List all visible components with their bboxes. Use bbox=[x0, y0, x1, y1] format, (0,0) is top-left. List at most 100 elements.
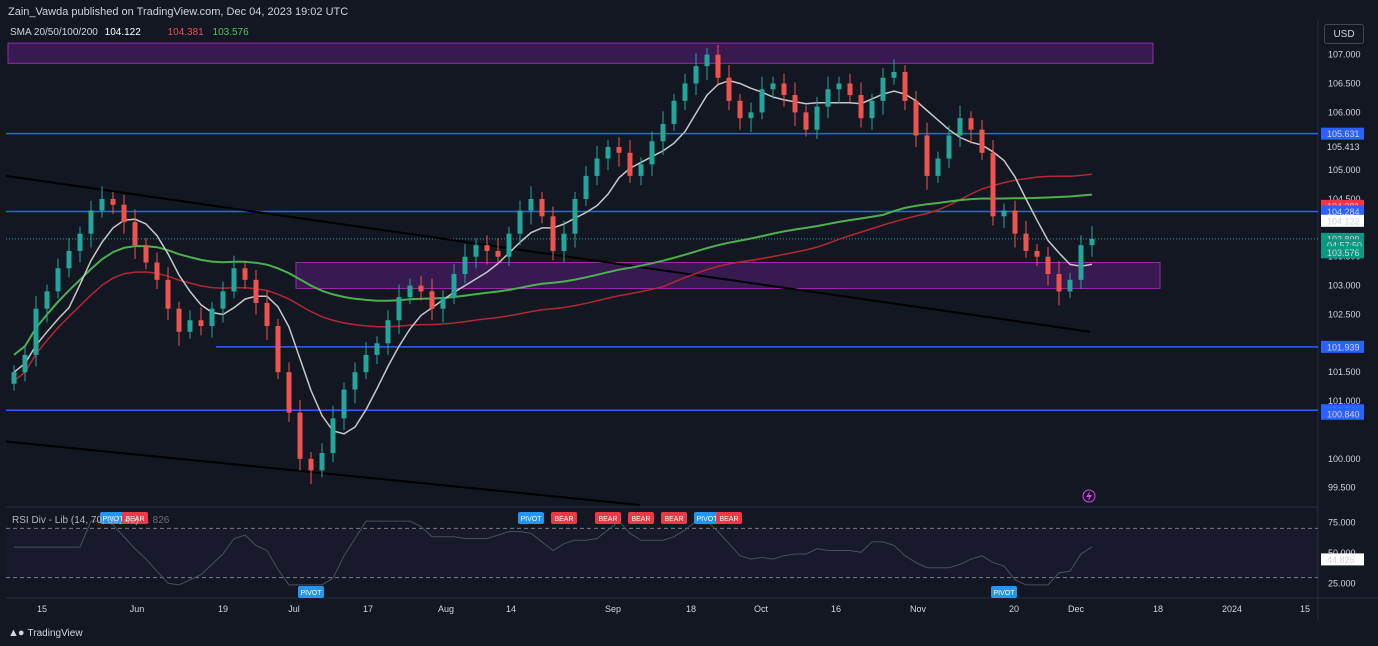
candle-body bbox=[770, 83, 776, 90]
candle-body bbox=[286, 372, 292, 413]
pivot-marker-bg bbox=[694, 512, 720, 524]
candle-body bbox=[847, 83, 853, 96]
price-axis-tick: 100.000 bbox=[1328, 454, 1361, 464]
candle-body bbox=[55, 268, 61, 292]
price-axis-tick: 106.500 bbox=[1328, 79, 1361, 89]
trendline-lower bbox=[5, 440, 641, 506]
price-axis-tick: 101.000 bbox=[1328, 396, 1361, 406]
candle-body bbox=[902, 71, 908, 101]
price-label: 105.413 bbox=[1327, 142, 1360, 152]
candle-body bbox=[880, 77, 886, 101]
tradingview-watermark[interactable]: ▲● TradingView bbox=[8, 627, 83, 639]
currency-button[interactable]: USD bbox=[1324, 24, 1364, 44]
price-axis-tick: 107.000 bbox=[1328, 50, 1361, 60]
bear-marker-label: BEAR bbox=[125, 516, 144, 523]
price-axis-tick: 99.500 bbox=[1328, 483, 1356, 493]
pivot-marker-label: PIVOT bbox=[300, 590, 322, 597]
time-axis-tick: 17 bbox=[363, 604, 373, 614]
time-axis-tick: 20 bbox=[1009, 604, 1019, 614]
candle-body bbox=[715, 54, 721, 78]
candle-body bbox=[275, 326, 281, 373]
price-label-bg bbox=[1321, 340, 1364, 353]
candle-body bbox=[374, 343, 380, 355]
candle-body bbox=[1034, 250, 1040, 257]
candle-body bbox=[264, 302, 270, 327]
pivot-marker-bg bbox=[518, 512, 544, 524]
price-axis-tick: 103.000 bbox=[1328, 281, 1361, 291]
candle-body bbox=[572, 198, 578, 234]
price-label: 103.576 bbox=[1327, 248, 1360, 258]
candle-body bbox=[1067, 279, 1073, 292]
price-label: 04:57:50 bbox=[1327, 241, 1362, 251]
candle-body bbox=[990, 152, 996, 217]
candle-body bbox=[242, 268, 248, 280]
tradingview-brand: TradingView bbox=[27, 627, 83, 639]
candle-body bbox=[616, 147, 622, 153]
pivot-marker-bg bbox=[991, 586, 1017, 598]
rsi-current-bg bbox=[1321, 553, 1364, 566]
candle-body bbox=[792, 95, 798, 113]
bear-marker-bg bbox=[122, 512, 148, 524]
bear-marker-label: BEAR bbox=[719, 516, 738, 523]
time-axis-tick: Nov bbox=[910, 604, 927, 614]
pivot-marker-label: PIVOT bbox=[993, 590, 1015, 597]
candle-body bbox=[385, 320, 391, 344]
trendline-upper bbox=[5, 174, 1091, 333]
sma-legend[interactable]: SMA 20/50/100/200 104.122 104.381 103.57… bbox=[10, 27, 249, 38]
time-axis-tick: Sep bbox=[605, 604, 621, 614]
candle-body bbox=[297, 412, 303, 459]
candle-body bbox=[726, 77, 732, 101]
candle-body bbox=[594, 158, 600, 176]
candle-body bbox=[407, 285, 413, 298]
bear-marker-bg bbox=[595, 512, 621, 524]
candle-body bbox=[11, 372, 17, 384]
rsi-current-value: 44.826 bbox=[1327, 555, 1355, 565]
price-label-bg bbox=[1321, 205, 1364, 218]
candle-body bbox=[484, 245, 490, 251]
alert-lightning-icon bbox=[1082, 489, 1096, 503]
candle-body bbox=[99, 198, 105, 211]
candle-body bbox=[165, 279, 171, 309]
sma100-line bbox=[13, 173, 1093, 382]
price-axis-tick: 101.500 bbox=[1328, 367, 1361, 377]
candle-body bbox=[319, 453, 325, 471]
candle-body bbox=[308, 458, 314, 471]
rsi-legend[interactable]: RSI Div - Lib (14, 70, 30, 40) ... 826 bbox=[12, 515, 169, 526]
pivot-marker-label: PIVOT bbox=[102, 516, 124, 523]
candle-body bbox=[198, 320, 204, 327]
time-axis-tick: 15 bbox=[1300, 604, 1310, 614]
candle-body bbox=[1012, 210, 1018, 234]
candle-body bbox=[660, 123, 666, 142]
supply-demand-zone bbox=[295, 262, 1161, 289]
price-label: 104.122 bbox=[1327, 216, 1360, 226]
candle-body bbox=[66, 250, 72, 269]
candle-body bbox=[209, 308, 215, 327]
time-axis-tick: Aug bbox=[438, 604, 454, 614]
candle-body bbox=[627, 152, 633, 176]
candle-body bbox=[121, 204, 127, 223]
price-label: 104.284 bbox=[1327, 207, 1360, 217]
candle-body bbox=[605, 147, 611, 159]
candle-body bbox=[132, 222, 138, 246]
candle-body bbox=[803, 112, 809, 130]
candle-body bbox=[495, 250, 501, 257]
time-axis-tick: 15 bbox=[37, 604, 47, 614]
candle-body bbox=[1089, 238, 1095, 246]
rsi-axis-tick: 25.000 bbox=[1328, 579, 1356, 589]
time-axis-tick: 14 bbox=[506, 604, 516, 614]
price-axis-tick: 106.000 bbox=[1328, 107, 1361, 117]
sma-legend-label: SMA 20/50/100/200 bbox=[10, 27, 98, 38]
candle-body bbox=[891, 71, 897, 78]
candle-body bbox=[704, 54, 710, 67]
rsi-band bbox=[6, 528, 1318, 578]
sma200-value: 103.576 bbox=[212, 27, 249, 38]
candle-body bbox=[1078, 245, 1084, 280]
candle-body bbox=[396, 297, 402, 321]
rsi-legend-params: (14, 70, 30, 40) bbox=[70, 515, 139, 526]
rsi-legend-tail: ... 826 bbox=[141, 515, 170, 526]
candle-body bbox=[748, 112, 754, 119]
price-label-bg bbox=[1321, 407, 1364, 420]
candle-body bbox=[638, 164, 644, 176]
pivot-marker-label: PIVOT bbox=[696, 516, 718, 523]
